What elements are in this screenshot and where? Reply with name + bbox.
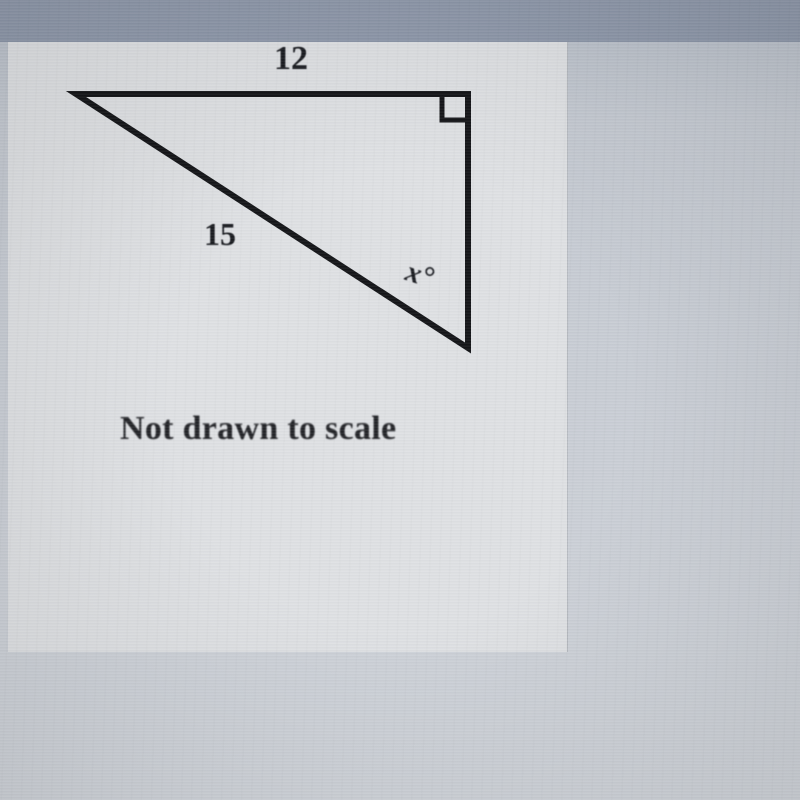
side-label-top: 12 (274, 40, 308, 78)
triangle-diagram: 12 15 x° (36, 42, 536, 382)
window-top-band (0, 0, 800, 42)
page-background: 12 15 x° Not drawn to scale (0, 0, 800, 800)
diagram-caption: Not drawn to scale (120, 410, 396, 448)
triangle-svg (36, 42, 536, 382)
right-angle-marker (442, 94, 468, 120)
triangle-shape (76, 94, 468, 348)
side-label-hypotenuse: 15 (204, 216, 236, 253)
content-panel: 12 15 x° Not drawn to scale (8, 42, 568, 652)
